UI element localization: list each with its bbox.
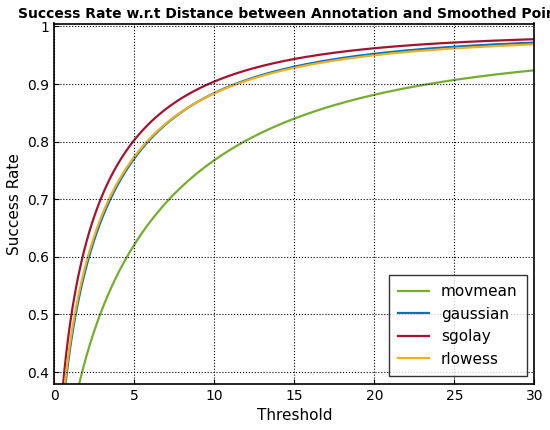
rlowess bbox=[409, 49, 416, 54]
Y-axis label: Success Rate: Success Rate bbox=[7, 153, 22, 255]
rlowess bbox=[531, 42, 537, 47]
gaussian bbox=[234, 80, 241, 86]
movmean bbox=[446, 78, 452, 83]
rlowess bbox=[446, 46, 452, 51]
movmean bbox=[363, 94, 370, 99]
gaussian bbox=[446, 45, 452, 50]
sgolay bbox=[531, 37, 537, 42]
rlowess bbox=[234, 81, 241, 86]
sgolay bbox=[339, 49, 345, 54]
gaussian bbox=[531, 40, 537, 45]
gaussian bbox=[363, 52, 370, 57]
Line: rlowess: rlowess bbox=[54, 44, 534, 430]
gaussian bbox=[138, 147, 145, 152]
Legend: movmean, gaussian, sgolay, rlowess: movmean, gaussian, sgolay, rlowess bbox=[389, 275, 527, 376]
Line: movmean: movmean bbox=[54, 70, 534, 430]
movmean bbox=[234, 143, 241, 148]
rlowess bbox=[339, 57, 345, 62]
Title: Success Rate w.r.t Distance between Annotation and Smoothed Points: Success Rate w.r.t Distance between Anno… bbox=[18, 7, 550, 21]
movmean bbox=[531, 68, 537, 73]
sgolay bbox=[138, 129, 145, 134]
movmean bbox=[339, 100, 345, 105]
sgolay bbox=[234, 71, 241, 76]
sgolay bbox=[363, 46, 370, 52]
Line: gaussian: gaussian bbox=[54, 43, 534, 430]
rlowess bbox=[138, 145, 145, 150]
Line: sgolay: sgolay bbox=[54, 39, 534, 430]
gaussian bbox=[339, 55, 345, 61]
sgolay bbox=[409, 43, 416, 48]
gaussian bbox=[409, 47, 416, 52]
sgolay bbox=[446, 40, 452, 46]
movmean bbox=[138, 231, 145, 236]
rlowess bbox=[363, 54, 370, 59]
movmean bbox=[409, 84, 416, 89]
X-axis label: Threshold: Threshold bbox=[257, 408, 332, 423]
